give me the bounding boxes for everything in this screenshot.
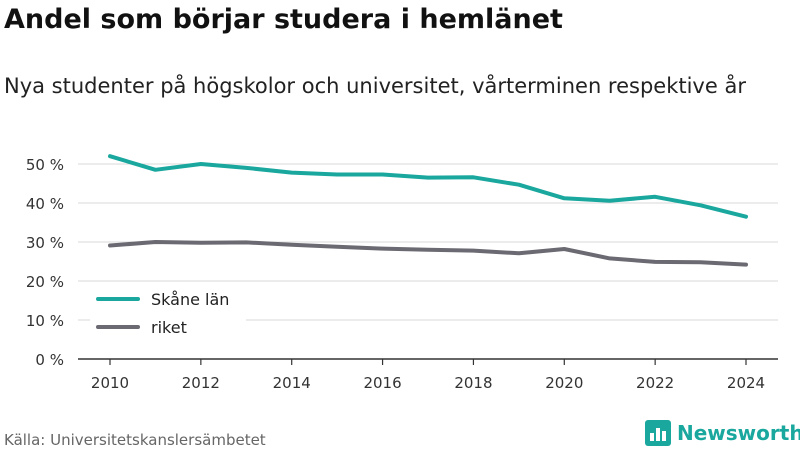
x-tick-label: 2016 — [363, 374, 401, 392]
brand-logo: Newsworthy — [645, 420, 800, 446]
y-tick-label: 10 % — [26, 312, 64, 330]
y-tick-label: 20 % — [26, 273, 64, 291]
newsworthy-logo-icon — [645, 420, 671, 446]
x-tick-label: 2014 — [273, 374, 311, 392]
x-tick-label: 2024 — [727, 374, 765, 392]
y-tick-label: 0 % — [35, 351, 64, 369]
x-tick-label: 2022 — [636, 374, 674, 392]
y-tick-label: 30 % — [26, 234, 64, 252]
x-tick-label: 2020 — [545, 374, 583, 392]
chart-subtitle: Nya studenter på högskolor och universit… — [4, 74, 746, 98]
brand-name: Newsworthy — [677, 421, 800, 445]
x-tick-label: 2012 — [182, 374, 220, 392]
x-tick-label: 2018 — [454, 374, 492, 392]
y-tick-label: 50 % — [26, 156, 64, 174]
series-line — [108, 240, 748, 267]
x-tick-label: 2010 — [91, 374, 129, 392]
y-tick-label: 40 % — [26, 195, 64, 213]
legend-label: Skåne län — [151, 290, 229, 309]
source-note: Källa: Universitetskanslersämbetet — [4, 431, 266, 449]
series-line — [108, 154, 748, 219]
chart-title: Andel som börjar studera i hemlänet — [4, 4, 563, 35]
legend-label: riket — [151, 318, 187, 337]
legend-background — [90, 284, 246, 342]
